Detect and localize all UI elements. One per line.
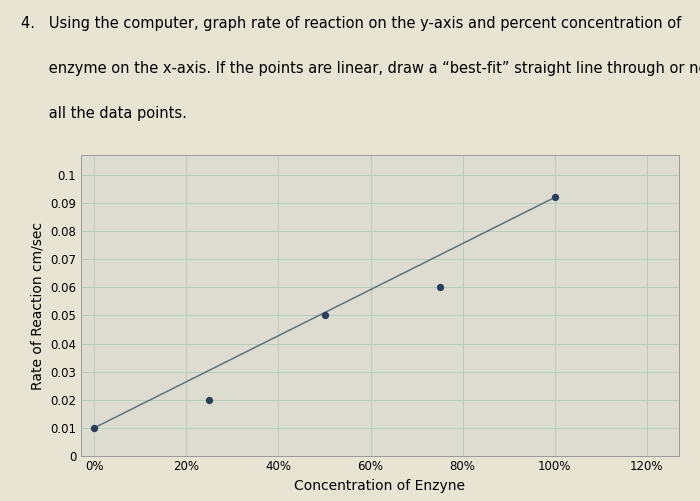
Y-axis label: Rate of Reaction cm/sec: Rate of Reaction cm/sec (31, 221, 45, 390)
X-axis label: Concentration of Enzyne: Concentration of Enzyne (294, 478, 466, 492)
Text: all the data points.: all the data points. (21, 106, 187, 121)
Point (549, 193, 560, 201)
Point (319, 312, 330, 320)
Text: enzyme on the x-axis. If the points are linear, draw a “best-fit” straight line : enzyme on the x-axis. If the points are … (21, 61, 700, 76)
Point (204, 396, 215, 404)
Text: 4.   Using the computer, graph rate of reaction on the y-axis and percent concen: 4. Using the computer, graph rate of rea… (21, 16, 681, 31)
Point (434, 284, 445, 292)
Point (89, 424, 100, 432)
